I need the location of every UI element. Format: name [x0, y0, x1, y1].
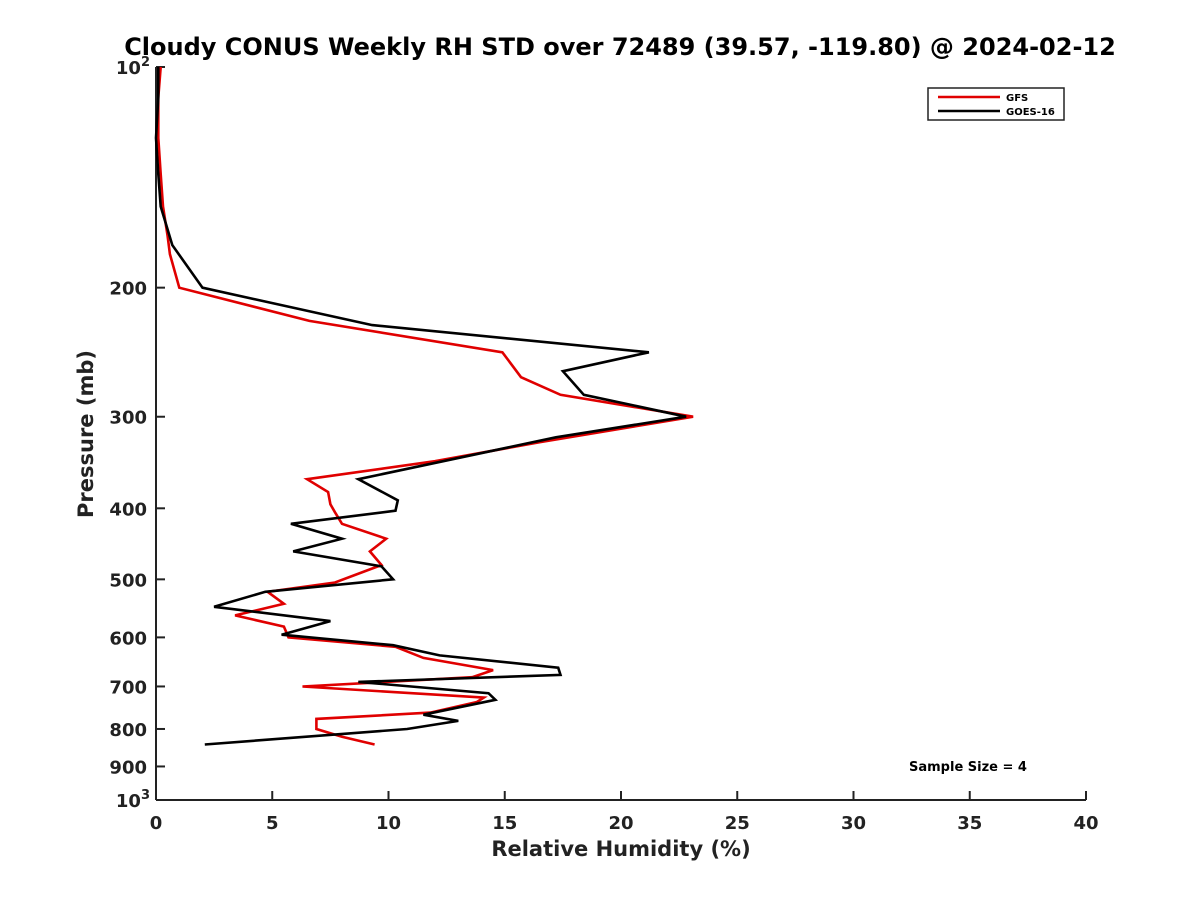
y-tick-label: 900: [109, 757, 147, 778]
x-tick-label: 0: [150, 813, 163, 834]
legend: GFS GOES-16: [927, 87, 1065, 121]
legend-label-goes16: GOES-16: [1006, 107, 1055, 118]
x-tick-label: 15: [492, 813, 517, 834]
y-ticks: 102 200 300 400 500 600 700 800 900 103: [109, 55, 165, 812]
legend-box: [927, 87, 1065, 121]
series-line-goes-16: [154, 67, 687, 746]
sample-size-annotation: Sample Size = 4: [909, 760, 1027, 775]
y-tick-label: 700: [109, 677, 147, 698]
x-tick-label: 5: [266, 813, 279, 834]
x-tick-label: 25: [725, 813, 750, 834]
x-ticks: 0 5 10 15 20 25 30 35 40: [150, 791, 1099, 834]
legend-label-gfs: GFS: [1006, 93, 1028, 104]
y-tick-label: 400: [109, 499, 147, 520]
x-tick-label: 20: [608, 813, 633, 834]
y-axis-label: Pressure (mb): [74, 350, 98, 518]
y-tick-label: 800: [109, 720, 147, 741]
y-tick-label: 103: [116, 788, 150, 812]
series-line-gfs: [157, 66, 694, 746]
series-layer: [154, 66, 694, 746]
x-tick-label: 30: [841, 813, 866, 834]
y-tick-label: 200: [109, 279, 147, 300]
x-axis-label: Relative Humidity (%): [491, 837, 750, 861]
x-tick-label: 10: [376, 813, 401, 834]
y-tick-label: 500: [109, 570, 147, 591]
chart-title: Cloudy CONUS Weekly RH STD over 72489 (3…: [124, 33, 1116, 61]
y-tick-label: 102: [116, 55, 150, 79]
y-tick-label: 300: [109, 408, 147, 429]
x-tick-label: 35: [957, 813, 982, 834]
y-tick-label: 600: [109, 628, 147, 649]
x-tick-label: 40: [1073, 813, 1098, 834]
